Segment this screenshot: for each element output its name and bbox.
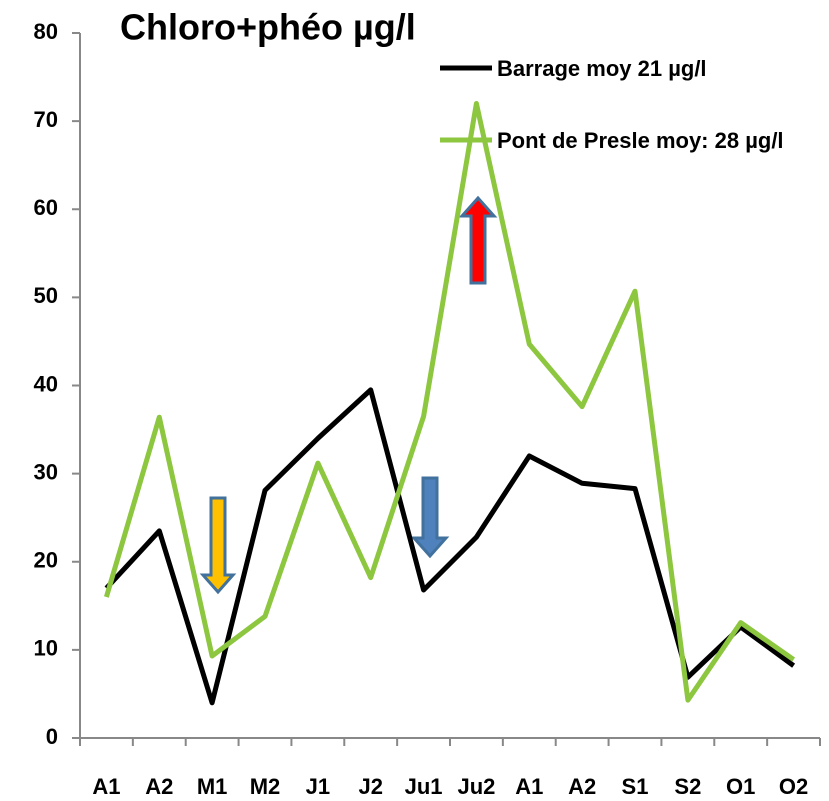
x-tick-label: A1 (92, 774, 120, 799)
y-tick-label: 80 (34, 19, 58, 44)
y-tick-label: 70 (34, 107, 58, 132)
series-line (104, 387, 796, 706)
arrow-down-yellow (199, 496, 237, 595)
x-tick-label: Ju2 (457, 774, 495, 799)
annotation-arrows (199, 195, 498, 595)
legend-label: Pont de Presle moy: 28 µg/l (497, 128, 784, 153)
chart-title: Chloro+phéo µg/l (120, 7, 416, 48)
x-tick-label: M1 (197, 774, 228, 799)
x-tick-label: J1 (306, 774, 330, 799)
y-tick-label: 10 (34, 636, 58, 661)
x-tick-label: A2 (145, 774, 173, 799)
x-tick-label: S2 (674, 774, 701, 799)
x-tick-label: A2 (568, 774, 596, 799)
y-tick-label: 0 (46, 724, 58, 749)
x-tick-label: O1 (726, 774, 755, 799)
y-tick-label: 60 (34, 195, 58, 220)
y-tick-label: 50 (34, 283, 58, 308)
y-tick-label: 40 (34, 371, 58, 396)
legend-label: Barrage moy 21 µg/l (497, 56, 707, 81)
x-tick-label: S1 (622, 774, 649, 799)
series-line (104, 101, 796, 703)
arrow-up-red (458, 195, 498, 285)
y-tick-label: 30 (34, 459, 58, 484)
y-tick-label: 20 (34, 548, 58, 573)
x-tick-label: A1 (515, 774, 543, 799)
x-tick-label: M2 (250, 774, 281, 799)
x-tick-label: O2 (779, 774, 808, 799)
x-tick-label: J2 (358, 774, 382, 799)
arrow-down-blue (410, 476, 450, 559)
x-tick-label: Ju1 (405, 774, 443, 799)
